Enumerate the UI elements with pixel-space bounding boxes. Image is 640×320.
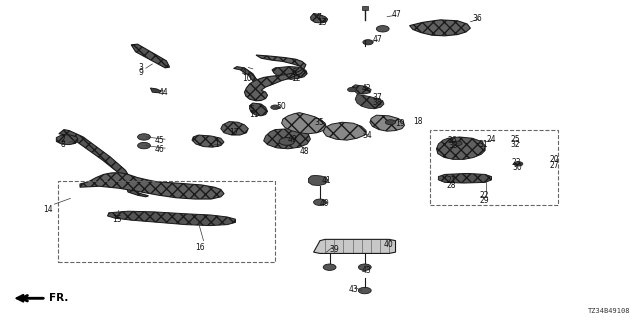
Text: 40: 40 <box>384 240 394 249</box>
Text: 24: 24 <box>486 135 496 144</box>
Polygon shape <box>56 134 78 145</box>
Text: 41: 41 <box>322 176 332 185</box>
Text: 34: 34 <box>363 132 372 140</box>
Circle shape <box>314 199 326 205</box>
Text: 5: 5 <box>250 105 255 114</box>
Text: 26: 26 <box>448 136 458 145</box>
Text: 37: 37 <box>372 93 382 102</box>
Text: 23: 23 <box>512 158 522 167</box>
Circle shape <box>138 134 150 140</box>
Polygon shape <box>272 67 307 79</box>
Text: 49: 49 <box>288 135 298 144</box>
Text: 42: 42 <box>362 84 371 93</box>
Text: 9: 9 <box>138 68 143 77</box>
Polygon shape <box>108 211 236 226</box>
Text: 49: 49 <box>320 199 330 208</box>
Text: 3: 3 <box>138 63 143 72</box>
Text: 16: 16 <box>195 244 205 252</box>
Text: 32: 32 <box>511 140 520 149</box>
Text: FR.: FR. <box>49 293 68 303</box>
Polygon shape <box>323 122 366 140</box>
Polygon shape <box>131 44 170 68</box>
Circle shape <box>279 138 294 145</box>
Polygon shape <box>234 67 266 87</box>
Circle shape <box>453 141 462 146</box>
Text: 20: 20 <box>549 156 559 164</box>
Text: 7: 7 <box>317 13 322 22</box>
Text: 11: 11 <box>250 110 259 119</box>
Polygon shape <box>410 20 470 36</box>
Circle shape <box>376 26 389 32</box>
Text: 12: 12 <box>291 74 301 83</box>
Text: 6: 6 <box>291 68 296 77</box>
Text: 8: 8 <box>61 140 65 149</box>
Polygon shape <box>282 113 326 134</box>
Polygon shape <box>264 129 310 149</box>
Polygon shape <box>352 85 371 94</box>
Polygon shape <box>436 137 485 159</box>
Text: 13: 13 <box>317 18 326 27</box>
Text: 48: 48 <box>300 147 309 156</box>
Text: TZ34B49108: TZ34B49108 <box>588 308 630 314</box>
Text: 43: 43 <box>349 285 358 294</box>
Polygon shape <box>438 173 492 183</box>
Text: 45: 45 <box>155 136 164 145</box>
Text: 47: 47 <box>373 35 383 44</box>
Polygon shape <box>80 173 224 199</box>
Text: 31: 31 <box>479 140 488 149</box>
Text: 50: 50 <box>276 102 286 111</box>
Polygon shape <box>308 175 328 186</box>
Text: 33: 33 <box>448 141 458 150</box>
Text: 29: 29 <box>480 196 490 205</box>
Text: 2: 2 <box>61 135 65 144</box>
Circle shape <box>323 264 336 270</box>
Text: 35: 35 <box>315 118 324 127</box>
Polygon shape <box>59 130 148 197</box>
Circle shape <box>358 264 371 270</box>
Bar <box>430 130 558 205</box>
Polygon shape <box>244 55 306 101</box>
Text: 25: 25 <box>511 135 520 144</box>
Text: 22: 22 <box>480 191 490 200</box>
Polygon shape <box>250 103 268 116</box>
Bar <box>58 181 275 262</box>
Text: 38: 38 <box>372 98 382 107</box>
Polygon shape <box>355 94 384 109</box>
Text: 14: 14 <box>44 205 53 214</box>
Text: 28: 28 <box>447 181 456 190</box>
Text: 15: 15 <box>112 215 122 224</box>
Polygon shape <box>310 13 328 23</box>
Polygon shape <box>370 115 404 131</box>
Text: 18: 18 <box>413 117 422 126</box>
Text: 27: 27 <box>549 161 559 170</box>
Circle shape <box>271 105 280 109</box>
Text: 36: 36 <box>472 14 482 23</box>
Text: 1: 1 <box>214 140 219 149</box>
Text: 21: 21 <box>447 176 456 185</box>
Polygon shape <box>314 239 396 253</box>
Polygon shape <box>150 88 161 93</box>
Circle shape <box>385 120 396 125</box>
Circle shape <box>514 162 523 166</box>
Text: 46: 46 <box>155 145 164 154</box>
Bar <box>362 6 368 10</box>
Text: 10: 10 <box>242 74 252 83</box>
Circle shape <box>138 142 150 149</box>
Text: 17: 17 <box>229 128 239 137</box>
Text: 4: 4 <box>242 68 247 77</box>
Circle shape <box>363 40 373 45</box>
Text: 30: 30 <box>512 163 522 172</box>
Text: 19: 19 <box>395 119 404 128</box>
Text: 39: 39 <box>330 245 339 254</box>
Polygon shape <box>192 135 224 147</box>
Text: 47: 47 <box>392 10 401 19</box>
Text: 43: 43 <box>362 266 371 275</box>
Polygon shape <box>221 122 248 135</box>
Circle shape <box>348 87 356 92</box>
Circle shape <box>358 287 371 294</box>
Text: 44: 44 <box>159 88 168 97</box>
